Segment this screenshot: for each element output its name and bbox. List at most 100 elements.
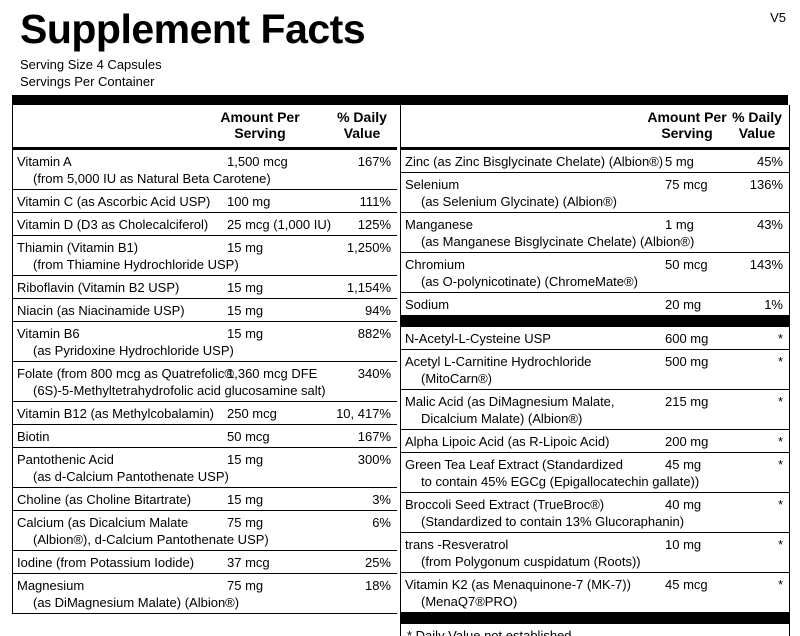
nutrient-row: Riboflavin (Vitamin B2 USP) 15 mg 1,154%: [13, 276, 397, 299]
amount: 37 mcg: [227, 555, 270, 570]
nutrient-name: Magnesium: [17, 578, 85, 593]
nutrient-name: Malic Acid (as DiMagnesium Malate,: [405, 394, 615, 409]
nutrient-detail: (from Thiamine Hydrochloride USP): [33, 257, 239, 272]
nutrient-row: Magnesium (as DiMagnesium Malate) (Albion…: [13, 574, 397, 614]
amount: 40 mg: [665, 497, 702, 512]
nutrient-name: Niacin (as Niacinamide USP): [17, 303, 185, 318]
daily-value: 1%: [764, 297, 783, 312]
nutrient-row: Zinc (as Zinc Bisglycinate Chelate) (Alb…: [401, 150, 789, 173]
daily-value: 143%: [749, 257, 783, 272]
amount: 600 mg: [665, 331, 709, 346]
amount: 15 mg: [227, 326, 264, 341]
amount: 50 mcg: [665, 257, 708, 272]
amount: 15 mg: [227, 492, 264, 507]
nutrient-row: Sodium 20 mg 1%: [401, 293, 789, 316]
daily-value: *: [777, 497, 783, 512]
amount-header: Amount Per Serving: [647, 109, 727, 141]
daily-value: 1,154%: [346, 280, 391, 295]
nutrient-name: Vitamin D (D3 as Cholecalciferol): [17, 217, 209, 232]
amount: 75 mcg: [665, 177, 708, 192]
amount: 1,360 mcg DFE: [227, 366, 318, 381]
footnote: * Daily Value not established.: [407, 628, 576, 636]
nutrient-detail: (as d-Calcium Pantothenate USP): [33, 469, 229, 484]
amount: 15 mg: [227, 303, 264, 318]
daily-value: 167%: [357, 429, 391, 444]
nutrient-name: Vitamin C (as Ascorbic Acid USP): [17, 194, 211, 209]
nutrient-name: Vitamin K2 (as Menaquinone-7 (MK-7)): [405, 577, 631, 592]
daily-value: 10, 417%: [336, 406, 391, 421]
left-column: Amount Per Serving % Daily Value Vitamin A…: [12, 105, 397, 614]
daily-value: *: [777, 457, 783, 472]
nutrient-detail: (from Polygonum cuspidatum (Roots)): [421, 554, 641, 569]
daily-value: 111%: [359, 194, 391, 209]
amount-header: Amount Per Serving: [220, 109, 300, 141]
daily-value: 167%: [357, 154, 391, 169]
servings-per-container: Servings Per Container: [20, 74, 155, 89]
column-header: Amount Per Serving% Daily Value: [401, 105, 789, 150]
title: Supplement Facts: [20, 6, 366, 52]
amount: 15 mg: [227, 280, 264, 295]
daily-value: *: [777, 537, 783, 552]
nutrient-detail: (MenaQ7®PRO): [421, 594, 518, 609]
nutrient-row: Selenium (as Selenium Glycinate) (Albion®…: [401, 173, 789, 213]
nutrient-name: Vitamin B6: [17, 326, 80, 341]
nutrient-row: Vitamin K2 (as Menaquinone-7 (MK-7)) (Men…: [401, 573, 789, 613]
amount: 75 mg: [227, 515, 264, 530]
nutrient-row: Green Tea Leaf Extract (Standardized to c…: [401, 453, 789, 493]
nutrient-detail: to contain 45% EGCg (Epigallocatechin ga…: [421, 474, 700, 489]
daily-value: 125%: [357, 217, 391, 232]
nutrient-row: Broccoli Seed Extract (TrueBroc®) (Standa…: [401, 493, 789, 533]
amount: 1,500 mcg: [227, 154, 288, 169]
nutrient-name: Acetyl L-Carnitine Hydrochloride: [405, 354, 592, 369]
daily-value: 882%: [357, 326, 391, 341]
right-column: Amount Per Serving% Daily Value Zinc (as …: [400, 105, 790, 636]
nutrient-row: Niacin (as Niacinamide USP) 15 mg 94%: [13, 299, 397, 322]
nutrient-detail: (Albion®), d-Calcium Pantothenate USP): [33, 532, 269, 547]
nutrient-name: Choline (as Choline Bitartrate): [17, 492, 192, 507]
nutrient-name: Riboflavin (Vitamin B2 USP): [17, 280, 180, 295]
nutrient-row: Vitamin C (as Ascorbic Acid USP) 100 mg 11…: [13, 190, 397, 213]
nutrient-row: Manganese (as Manganese Bisglycinate Chel…: [401, 213, 789, 253]
amount: 500 mg: [665, 354, 709, 369]
nutrient-detail: (as DiMagnesium Malate) (Albion®): [33, 595, 240, 610]
nutrient-row: Chromium (as O-polynicotinate) (ChromeMat…: [401, 253, 789, 293]
nutrient-row: Thiamin (Vitamin B1) (from Thiamine Hydro…: [13, 236, 397, 276]
nutrient-name: Pantothenic Acid: [17, 452, 114, 467]
nutrient-name: Manganese: [405, 217, 473, 232]
nutrient-name: Calcium (as Dicalcium Malate: [17, 515, 189, 530]
nutrient-name: Zinc (as Zinc Bisglycinate Chelate) (Alb…: [405, 154, 664, 169]
nutrient-name: Selenium: [405, 177, 460, 192]
nutrient-name: Vitamin A: [17, 154, 72, 169]
dv-header: % Daily Value: [732, 109, 782, 141]
amount: 5 mg: [665, 154, 694, 169]
nutrient-detail: (Standardized to contain 13% Glucoraphan…: [421, 514, 685, 529]
nutrient-name: N-Acetyl-L-Cysteine USP: [405, 331, 551, 346]
daily-value: 300%: [357, 452, 391, 467]
amount: 1 mg: [665, 217, 694, 232]
bottom-bar: [401, 613, 789, 624]
nutrient-detail: (as Pyridoxine Hydrochloride USP): [33, 343, 234, 358]
amount: 75 mg: [227, 578, 264, 593]
nutrient-row: Alpha Lipoic Acid (as R-Lipoic Acid) 200 …: [401, 430, 789, 453]
nutrient-row: Vitamin A (from 5,000 IU as Natural Beta …: [13, 150, 397, 190]
nutrient-detail: (6S)-5-Methyltetrahydrofolic acid glucos…: [33, 383, 326, 398]
daily-value: 340%: [357, 366, 391, 381]
daily-value: 1,250%: [346, 240, 391, 255]
nutrient-row: Calcium (as Dicalcium Malate (Albion®), d…: [13, 511, 397, 551]
nutrient-name: Broccoli Seed Extract (TrueBroc®): [405, 497, 605, 512]
nutrient-row: Vitamin D (D3 as Cholecalciferol) 25 mcg …: [13, 213, 397, 236]
nutrient-detail: (from 5,000 IU as Natural Beta Carotene): [33, 171, 271, 186]
amount: 215 mg: [665, 394, 709, 409]
amount: 25 mcg (1,000 IU): [227, 217, 332, 232]
amount: 10 mg: [665, 537, 702, 552]
daily-value: 3%: [372, 492, 391, 507]
daily-value: *: [777, 434, 783, 449]
amount: 100 mg: [227, 194, 271, 209]
nutrient-row: Pantothenic Acid (as d-Calcium Pantothena…: [13, 448, 397, 488]
nutrient-row: Choline (as Choline Bitartrate) 15 mg 3%: [13, 488, 397, 511]
nutrient-detail: Dicalcium Malate) (Albion®): [421, 411, 583, 426]
amount: 15 mg: [227, 452, 264, 467]
nutrient-name: Green Tea Leaf Extract (Standardized: [405, 457, 623, 472]
nutrient-detail: (as Selenium Glycinate) (Albion®): [421, 194, 617, 209]
